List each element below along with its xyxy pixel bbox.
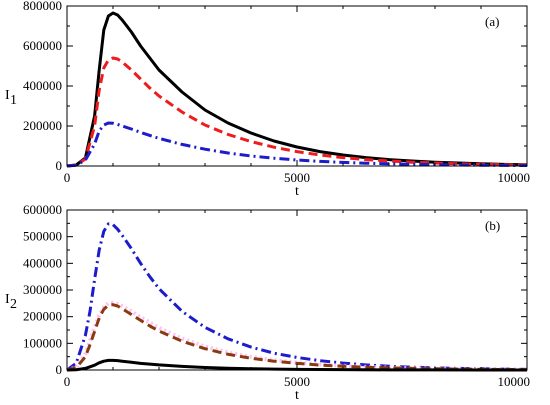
- x-tick-label: 5000: [284, 170, 310, 185]
- y-tick-label: 0: [56, 158, 63, 173]
- y-tick-label: 100000: [23, 335, 62, 350]
- y-tick-label: 800000: [23, 0, 62, 13]
- series-line-3: [66, 121, 528, 168]
- y-tick-label: 600000: [23, 202, 62, 217]
- plot-frame: [66, 5, 528, 167]
- y-tick-label: 600000: [23, 38, 62, 53]
- x-tick-label: 10000: [498, 374, 531, 389]
- y-tick-label: 0: [56, 362, 63, 377]
- x-axis-label: t: [295, 388, 299, 403]
- y-tick-label: 200000: [23, 118, 62, 133]
- x-tick-label: 0: [64, 170, 71, 185]
- x-tick-label: 5000: [284, 374, 310, 389]
- y-axis-label-subscript: 2: [10, 297, 17, 312]
- y-tick-label: 400000: [23, 78, 62, 93]
- panel-label: (a): [485, 14, 499, 29]
- x-tick-label: 0: [64, 374, 71, 389]
- series-line-3: [66, 303, 528, 372]
- x-axis-label: t: [295, 184, 299, 199]
- y-tick-label: 400000: [23, 255, 62, 270]
- panel-label: (b): [485, 218, 500, 233]
- y-tick-label: 500000: [23, 229, 62, 244]
- panel-a: 0 200000 400000 600000 800000 0 5000 10000 t I 1 (a…: [5, 0, 530, 199]
- series-line-2: [66, 300, 528, 372]
- series-line-1: [66, 11, 528, 168]
- panel-b: 0 100000 200000 300000 400000 500000 600000 0 50…: [5, 202, 530, 403]
- series-line-1: [66, 222, 528, 372]
- y-axis-label: I: [5, 88, 10, 103]
- y-axis-label-subscript: 1: [10, 93, 17, 108]
- y-tick-label: 300000: [23, 282, 62, 297]
- x-tick-label: 10000: [498, 170, 531, 185]
- series-line-2: [66, 56, 528, 168]
- y-axis-label: I: [5, 292, 10, 307]
- y-tick-label: 200000: [23, 309, 62, 324]
- plot-frame: [66, 209, 528, 371]
